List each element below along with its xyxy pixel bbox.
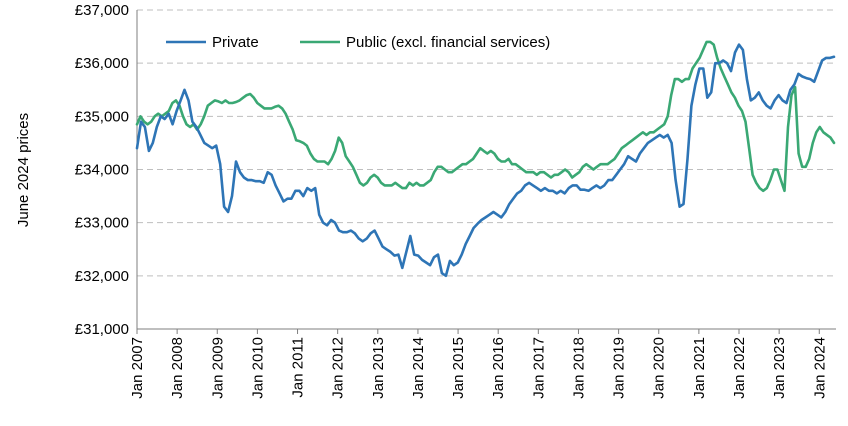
y-tick-label: £35,000: [75, 108, 129, 125]
x-tick-label: Jan 2007: [129, 337, 146, 399]
y-tick-label: £36,000: [75, 55, 129, 72]
x-tick-label: Jan 2019: [611, 337, 628, 399]
y-tick-label: £31,000: [75, 321, 129, 338]
axes: £31,000 £32,000 £33,000 £34,000 £35,000 £36,0…: [75, 2, 836, 399]
private-series-line: [135, 43, 836, 278]
legend: Private Public (excl. financial services): [166, 34, 550, 51]
y-axis-title: June 2024 prices: [15, 113, 32, 227]
x-tick-label: Jan 2016: [490, 337, 507, 399]
x-tick-label: Jan 2023: [771, 337, 788, 399]
x-tick-label: Jan 2020: [651, 337, 668, 399]
x-tick-label: Jan 2013: [370, 337, 387, 399]
legend-label-private: Private: [212, 34, 259, 51]
x-tick-label: Jan 2014: [410, 337, 427, 399]
x-tick-label: Jan 2015: [450, 337, 467, 399]
legend-label-public: Public (excl. financial services): [346, 34, 550, 51]
x-tick-label: Jan 2011: [290, 337, 307, 398]
x-tick-label: Jan 2012: [330, 337, 347, 399]
x-tick-label: Jan 2009: [209, 337, 226, 399]
y-tick-label: £34,000: [75, 162, 129, 179]
x-tick-label: Jan 2024: [811, 337, 828, 399]
y-tick-label: £32,000: [75, 268, 129, 285]
x-tick-label: Jan 2010: [249, 337, 266, 399]
public-series-line: [135, 40, 836, 193]
x-tick-label: Jan 2022: [731, 337, 748, 399]
x-tick-label: Jan 2017: [530, 337, 547, 399]
x-tick-label: Jan 2018: [570, 337, 587, 399]
x-tick-label: Jan 2021: [691, 337, 708, 399]
series-lines: [135, 40, 836, 278]
y-tick-label: £33,000: [75, 215, 129, 232]
y-tick-label: £37,000: [75, 2, 129, 19]
x-tick-label: Jan 2008: [169, 337, 186, 399]
